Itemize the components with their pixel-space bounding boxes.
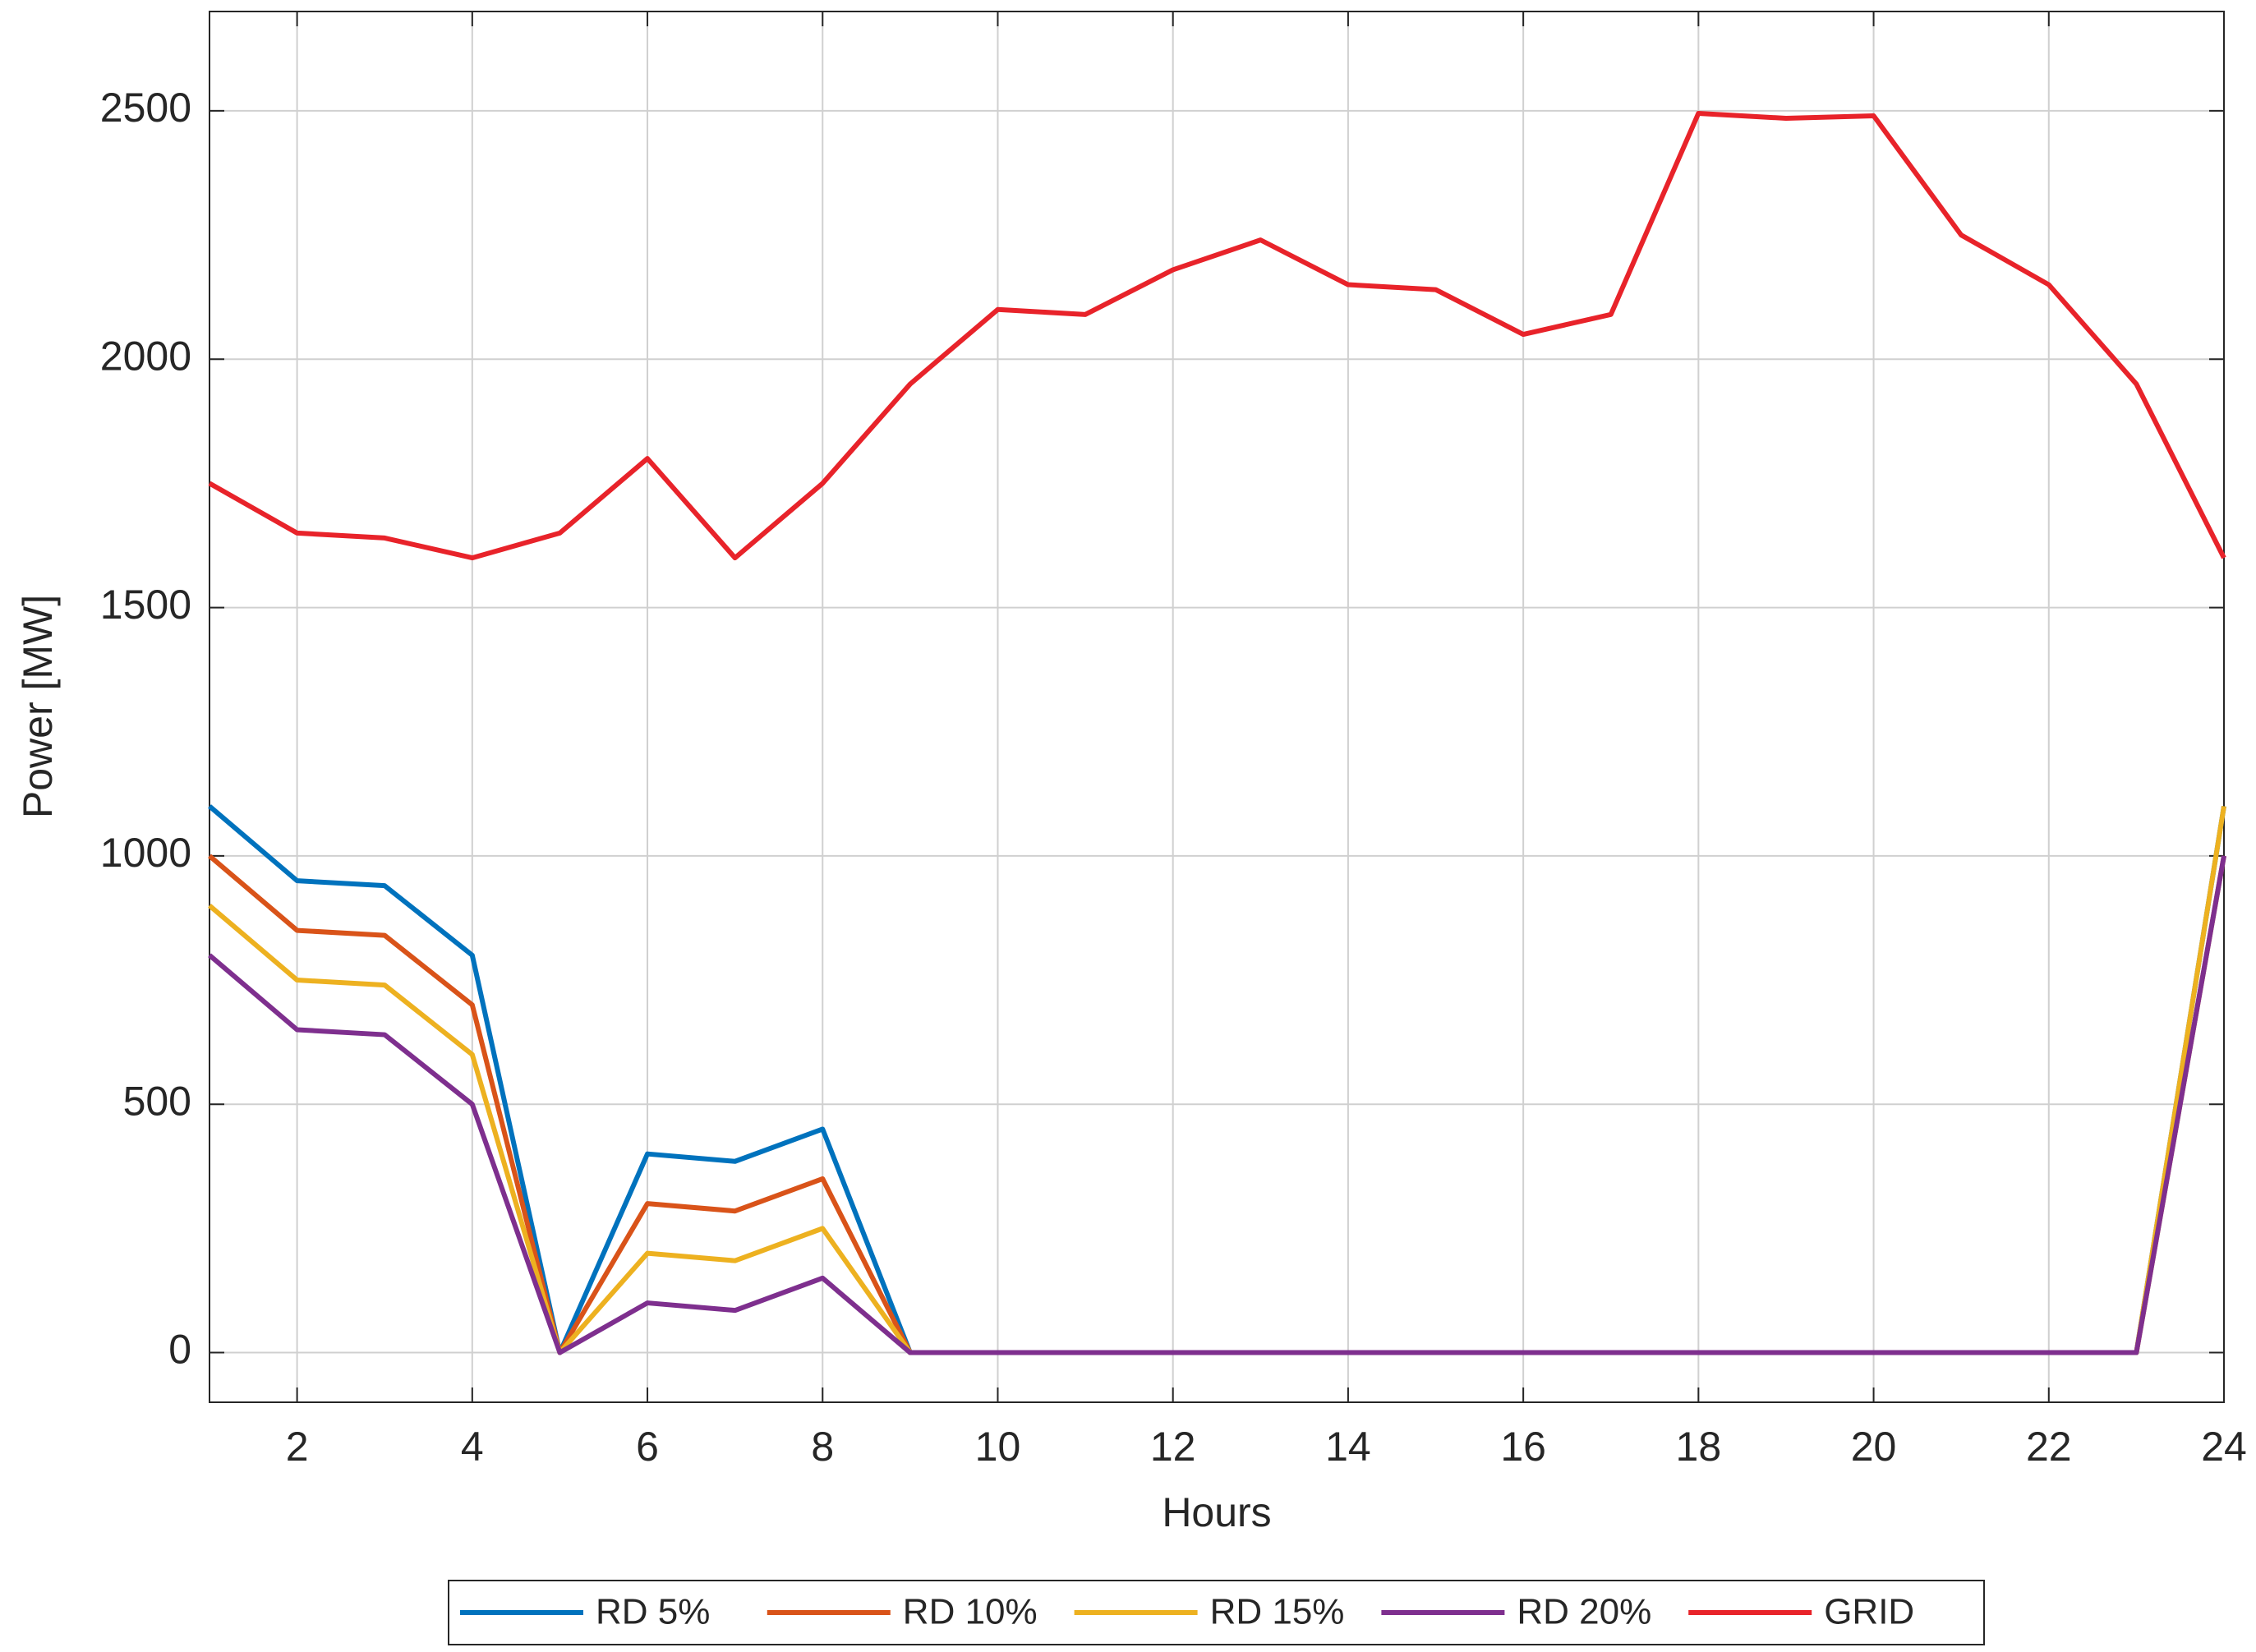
x-axis-label: Hours xyxy=(1162,1489,1271,1535)
x-tick-label: 12 xyxy=(1150,1424,1196,1470)
y-tick-label: 2000 xyxy=(100,333,191,379)
x-tick-label: 10 xyxy=(975,1424,1021,1470)
series-line xyxy=(208,805,2226,1355)
legend-label: GRID xyxy=(1824,1592,1914,1632)
y-tick-label: 500 xyxy=(123,1078,191,1124)
legend-label: RD 5% xyxy=(596,1592,710,1632)
y-tick-label: 2500 xyxy=(100,85,191,131)
x-tick-label: 4 xyxy=(461,1424,484,1470)
legend-label: RD 10% xyxy=(903,1592,1038,1632)
y-tick-label: 0 xyxy=(168,1327,191,1373)
series-line xyxy=(208,855,2226,1355)
plot-frame xyxy=(209,11,2225,1403)
x-tick-label: 18 xyxy=(1676,1424,1722,1470)
legend-label: RD 15% xyxy=(1210,1592,1345,1632)
x-tick-label: 24 xyxy=(2201,1424,2247,1470)
series-line xyxy=(208,110,2226,561)
legend-label: RD 20% xyxy=(1517,1592,1651,1632)
x-tick-label: 22 xyxy=(2026,1424,2072,1470)
y-axis-label: Power [MW] xyxy=(15,595,61,818)
x-tick-label: 14 xyxy=(1325,1424,1371,1470)
x-tick-label: 8 xyxy=(811,1424,834,1470)
x-tick-label: 2 xyxy=(286,1424,309,1470)
x-tick-label: 6 xyxy=(636,1424,659,1470)
x-tick-label: 16 xyxy=(1500,1424,1546,1470)
y-tick-label: 1500 xyxy=(100,582,191,628)
series-line xyxy=(208,804,2226,1355)
x-tick-label: 20 xyxy=(1851,1424,1897,1470)
y-tick-label: 1000 xyxy=(100,830,191,876)
